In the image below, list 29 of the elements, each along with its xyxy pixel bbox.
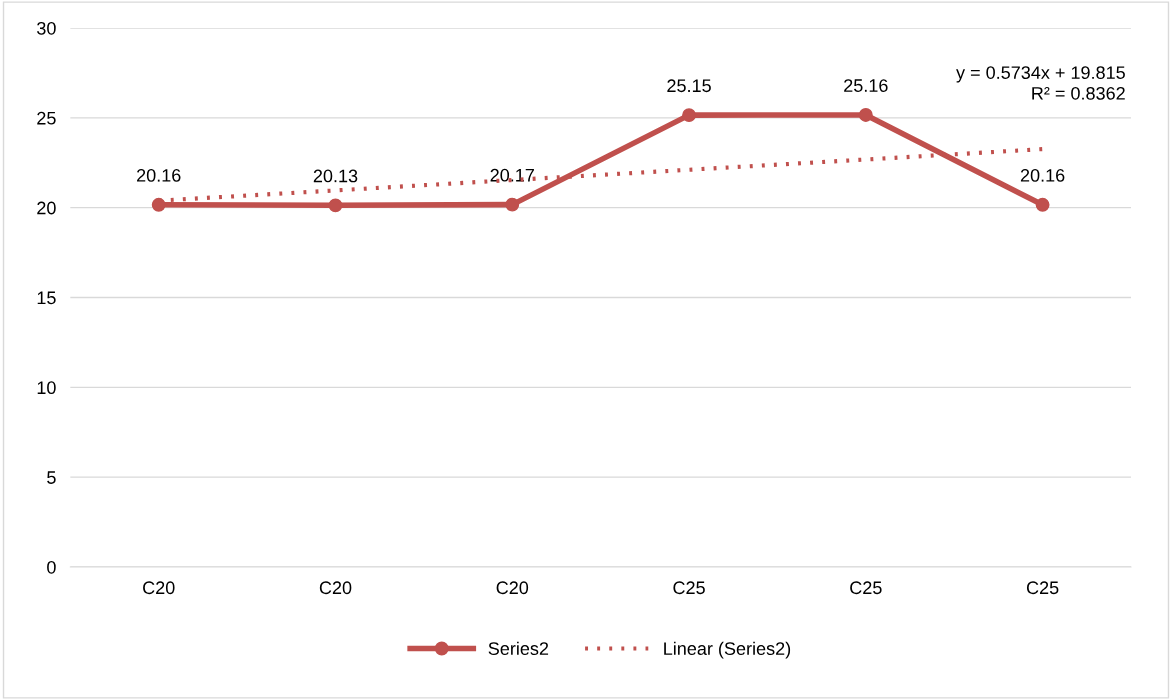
legend-label: Linear (Series2)	[664, 641, 791, 659]
annotation: R² = 0.8362	[1032, 86, 1125, 100]
annotation: y = 0.5734x + 19.815	[956, 66, 1125, 83]
y-tick-label: 15	[37, 291, 56, 305]
x-tick-label: C20	[143, 581, 175, 595]
legend-label: Series2	[488, 641, 549, 655]
y-tick-label: 5	[47, 471, 56, 484]
x-tick-label: C20	[496, 581, 529, 595]
y-tick-label: 25	[37, 111, 56, 125]
point	[858, 108, 873, 122]
data-label: 20.16	[1020, 168, 1065, 182]
x-tick-label: C25	[850, 581, 882, 595]
point	[682, 108, 696, 123]
y-tick-label: 30	[37, 21, 56, 35]
x-tick-label: C25	[673, 581, 705, 595]
data-label: 20.17	[490, 168, 534, 182]
y-tick-label: 10	[37, 381, 56, 395]
y-tick-label: 0	[47, 560, 56, 574]
data-label: 20.16	[137, 168, 181, 182]
data-label: 25.16	[844, 79, 888, 92]
x-tick-label: C25	[1026, 581, 1059, 595]
point	[1035, 197, 1050, 212]
x-tick-label: C20	[319, 581, 352, 595]
point	[505, 197, 520, 212]
data-label: 25.15	[667, 79, 711, 93]
point	[151, 197, 166, 212]
data-label: 20.13	[313, 169, 358, 183]
point	[328, 198, 343, 213]
y-tick-label: 20	[37, 201, 56, 215]
